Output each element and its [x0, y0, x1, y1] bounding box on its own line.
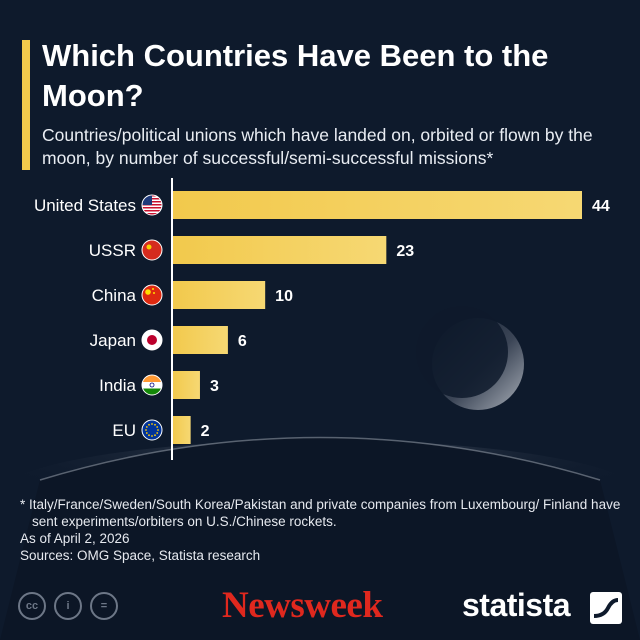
- newsweek-logo[interactable]: Newsweek: [222, 585, 383, 626]
- bar: [172, 371, 200, 399]
- footnote: * Italy/France/Sweden/South Korea/Pakist…: [20, 496, 630, 564]
- lunar-horizon-rim: [39, 436, 601, 481]
- license-icons: cc i =: [18, 592, 118, 620]
- title-accent-bar: [22, 40, 30, 170]
- category-label: Japan: [90, 331, 136, 350]
- value-label: 23: [396, 243, 414, 260]
- footnote-note: * Italy/France/Sweden/South Korea/Pakist…: [20, 497, 621, 529]
- cc-icon[interactable]: cc: [18, 592, 46, 620]
- statista-logo[interactable]: statista: [462, 587, 571, 623]
- footnote-as-of: As of April 2, 2026: [20, 531, 130, 546]
- value-label: 44: [592, 198, 610, 215]
- lunar-horizon: [0, 437, 640, 640]
- bar: [172, 416, 191, 444]
- bar-row: China 10: [92, 281, 293, 309]
- bar: [172, 236, 387, 264]
- category-label: EU: [112, 421, 136, 440]
- by-person-icon[interactable]: i: [54, 592, 82, 620]
- bar-chart: United States 44 USSR 23 China 10 Japan 6 India 3…: [34, 178, 610, 460]
- china-flag-icon: [142, 285, 162, 305]
- japan-flag-icon: [142, 330, 162, 350]
- bar-row: United States 44: [34, 191, 610, 219]
- page-title: Which Countries Have Been to the Moon?: [42, 38, 549, 113]
- value-label: 2: [201, 423, 210, 440]
- nd-equals-icon[interactable]: =: [90, 592, 118, 620]
- eu-flag-icon: [142, 420, 162, 440]
- statista-mark-icon: [590, 592, 622, 624]
- footnote-sources: Sources: OMG Space, Statista research: [20, 548, 261, 563]
- bar-row: USSR 23: [89, 236, 414, 264]
- value-label: 10: [275, 288, 293, 305]
- page-subtitle: Countries/political unions which have la…: [42, 125, 593, 168]
- branding-footer: cc i = Newsweek statista: [0, 584, 640, 634]
- bar-row: India 3: [99, 371, 219, 399]
- category-label: India: [99, 376, 136, 395]
- india-flag-icon: [142, 375, 162, 395]
- category-label: China: [92, 286, 137, 305]
- bar-row: Japan 6: [90, 326, 247, 354]
- value-label: 6: [238, 333, 247, 350]
- category-label: United States: [34, 196, 136, 215]
- us-flag-icon: [142, 195, 162, 215]
- bar-row: EU 2: [112, 416, 210, 444]
- bar: [172, 281, 266, 309]
- ussr-flag-icon: [142, 240, 162, 260]
- category-label: USSR: [89, 241, 136, 260]
- value-label: 3: [210, 378, 219, 395]
- bar: [172, 191, 582, 219]
- bar: [172, 326, 228, 354]
